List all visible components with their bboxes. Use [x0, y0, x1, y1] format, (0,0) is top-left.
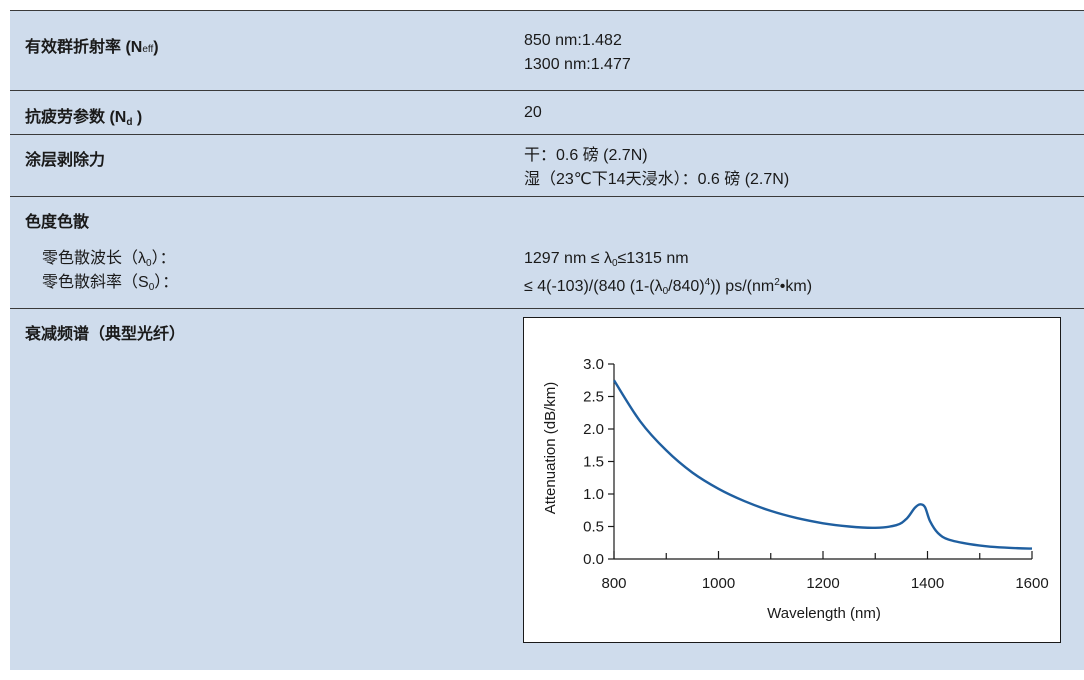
x-tick-label: 1200: [806, 575, 839, 592]
row-dispersion: 色度色散 零色散波长（λ0）： 零色散斜率（S0）： 1297 nm ≤ λ0≤…: [10, 196, 1084, 308]
x-tick-label: 800: [601, 575, 626, 592]
zero-slope-value: ≤ 4(-103)/(840 (1-(λ0/840)4)) ps/(nm2•km…: [524, 277, 813, 297]
x-tick-label: 1000: [702, 575, 735, 592]
x-tick-label: 1400: [911, 575, 944, 592]
y-tick-label: 1.0: [583, 486, 604, 503]
row-group-index: 有效群折射率 (Neff) 850 nm:1.482 1300 nm:1.477: [10, 10, 1084, 90]
attenuation-chart: 0.0 0.5 1.0 1.5 2.0 2.5 3.0 800 1000 1200 1400 160…: [523, 317, 1061, 643]
dispersion-label: 色度色散: [25, 214, 90, 231]
row-spectrum: 衰减频谱（典型光纤） 0.0 0.5 1.0 1.5 2.0 2.5 3.0 800 1000…: [10, 308, 1084, 670]
attenuation-curve: [612, 379, 1033, 550]
strip-force-label: 涂层剥除力: [25, 152, 106, 169]
zero-wavelength-value: 1297 nm ≤ λ0≤1315 nm: [524, 250, 689, 269]
attenuation-chart-svg: 0.0 0.5 1.0 1.5 2.0 2.5 3.0 800 1000 1200 1400 160…: [542, 356, 1049, 622]
spec-table: 有效群折射率 (Neff) 850 nm:1.482 1300 nm:1.477…: [10, 10, 1084, 670]
zero-wavelength-label: 零色散波长（λ0）：: [42, 250, 176, 269]
row-fatigue: 抗疲劳参数 (Nd ) 20: [10, 90, 1084, 134]
spectrum-label: 衰减频谱（典型光纤）: [25, 326, 186, 343]
x-tick-label: 1600: [1015, 575, 1048, 592]
fatigue-label: 抗疲劳参数 (Nd ): [25, 109, 143, 128]
y-tick-label: 2.5: [583, 389, 604, 406]
strip-force-dry: 干：0.6 磅 (2.7N): [524, 147, 648, 164]
y-axis-label: Attenuation (dB/km): [542, 382, 559, 515]
y-tick-label: 2.0: [583, 421, 604, 438]
group-index-label: 有效群折射率 (Neff): [25, 39, 159, 56]
group-index-1300: 1300 nm:1.477: [524, 56, 631, 73]
x-axis-label: Wavelength (nm): [767, 605, 881, 622]
y-tick-label: 0.0: [583, 551, 604, 568]
x-ticks: 800 1000 1200 1400 1600: [601, 551, 1049, 592]
zero-slope-label: 零色散斜率（S0）：: [42, 274, 179, 293]
y-tick-label: 3.0: [583, 356, 604, 373]
row-strip-force: 涂层剥除力 干：0.6 磅 (2.7N) 湿（23℃下14天浸水）：0.6 磅 …: [10, 134, 1084, 196]
y-tick-label: 0.5: [583, 519, 604, 536]
group-index-850: 850 nm:1.482: [524, 32, 622, 49]
y-tick-label: 1.5: [583, 454, 604, 471]
strip-force-wet: 湿（23℃下14天浸水）：0.6 磅 (2.7N): [524, 171, 790, 188]
fatigue-value: 20: [524, 104, 542, 121]
y-ticks: 0.0 0.5 1.0 1.5 2.0 2.5 3.0: [583, 356, 614, 568]
